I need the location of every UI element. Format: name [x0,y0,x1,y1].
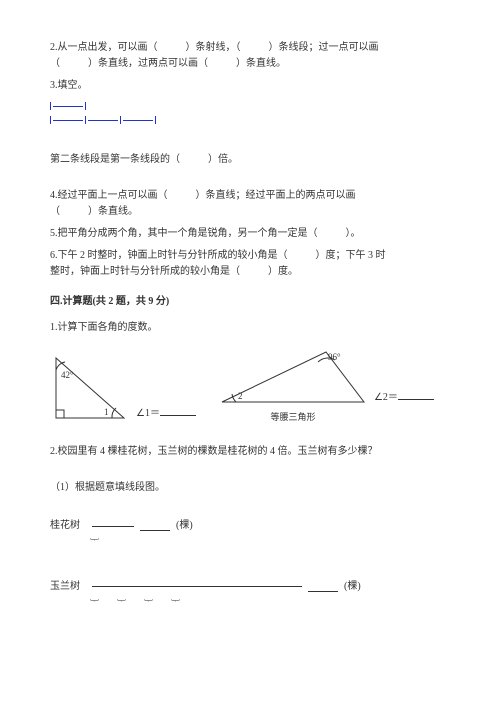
section-4-title: 四.计算题(共 2 题，共 9 分) [50,294,450,310]
svg-text:2: 2 [238,391,243,401]
unit: (棵) [176,518,193,534]
q2-text-e: ）条直线，过两点可以画（ [88,58,208,69]
q3-line-segments [50,102,450,134]
calc-question-1: 1.计算下面各角的度数。 42° 1 ∠1＝ 96° [50,320,450,424]
calc2-sub1: （1）根据题意填线段图。 [50,480,450,496]
q5-text-b: ）。 [346,228,361,239]
answer-blank [398,390,434,400]
triangle-2-svg: 96° 2 [218,346,368,408]
answer-blank [308,582,338,592]
a2-prefix: ∠2＝ [374,392,398,403]
calc2-title: 2.校园里有 4 棵桂花树，玉兰树的棵数是桂花树的 4 倍。玉兰树有多少棵？ [50,444,450,460]
q3-concl-b: ）倍。 [208,154,238,165]
a1-prefix: ∠1＝ [136,408,160,419]
q6-text-a: 6.下午 2 时整时，钟面上时针与分针所成的较小角是（ [50,250,288,261]
angle-2-label: ∠2＝ [374,390,434,406]
triangle-2-caption: 等腰三角形 [218,410,368,424]
brace-icon: ︸ [90,536,98,550]
answer-blank [160,406,196,416]
calc1-title: 1.计算下面各角的度数。 [50,320,450,336]
q5-text-a: 5.把平角分成两个角，其中一个角是锐角，另一个角一定是（ [50,228,318,239]
q6-text-d: ）度。 [268,266,298,277]
triangles-row: 42° 1 ∠1＝ 96° 2 ∠2＝ [50,346,450,424]
triangle-1-svg: 42° 1 [50,352,130,424]
svg-text:42°: 42° [61,370,74,380]
question-6: 6.下午 2 时整时，钟面上时针与分针所成的较小角是（ ）度；下午 3 时 整时，… [50,248,450,280]
question-3: 3.填空。 第二条线段是第一条线段的（ ）倍。 [50,78,450,168]
bracket-diagram-1: 桂花树 (棵) ︸ [50,518,450,550]
seg-line [92,526,134,527]
q4-text-d: ）条直线。 [88,206,138,217]
segment-1 [50,102,450,110]
answer-blank [140,521,170,531]
q3-title: 3.填空。 [50,78,450,94]
q2-text-d: （ [50,58,60,69]
q2-text-c: ）条线段；过一点可以画 [269,42,379,53]
seg-line-long [92,586,302,587]
bracket-diagram-2: 玉兰树 (棵) ︸︸︸︸ [50,579,450,611]
q6-text-c: 整时，钟面上时针与分针所成的较小角是（ [50,266,240,277]
svg-text:96°: 96° [328,352,341,362]
q6-text-b: ）度；下午 3 时 [316,250,386,261]
question-2: 2.从一点出发，可以画（ ）条射线，（ ）条线段；过一点可以画 （ ）条直线，过两点可… [50,40,450,72]
angle-1-label: ∠1＝ [136,406,196,422]
q2-text-a: 2.从一点出发，可以画（ [50,42,158,53]
triangle-1-block: 42° 1 ∠1＝ [50,352,196,424]
q2-text-b: ）条射线，（ [186,42,241,53]
q4-text-b: ）条直线；经过平面上的两点可以画 [196,190,356,201]
calc-question-2: 2.校园里有 4 棵桂花树，玉兰树的棵数是桂花树的 4 倍。玉兰树有多少棵？ （… [50,444,450,611]
question-4: 4.经过平面上一点可以画（ ）条直线；经过平面上的两点可以画 （ ）条直线。 [50,188,450,220]
q4-text-c: （ [50,206,60,217]
q3-concl-a: 第二条线段是第一条线段的（ [50,154,180,165]
q2-text-f: ）条直线。 [236,58,286,69]
triangle-2-block: 96° 2 ∠2＝ 等腰三角形 [218,346,434,424]
question-5: 5.把平角分成两个角，其中一个角是锐角，另一个角一定是（ ）。 [50,226,450,242]
svg-text:1: 1 [104,407,109,417]
brace-icon: ︸︸︸︸ [90,597,198,611]
segment-2 [50,116,450,124]
unit: (棵) [344,579,361,595]
q3-conclusion: 第二条线段是第一条线段的（ ）倍。 [50,152,450,168]
row1-label: 桂花树 [50,518,86,534]
q4-text-a: 4.经过平面上一点可以画（ [50,190,168,201]
row2-label: 玉兰树 [50,579,86,595]
